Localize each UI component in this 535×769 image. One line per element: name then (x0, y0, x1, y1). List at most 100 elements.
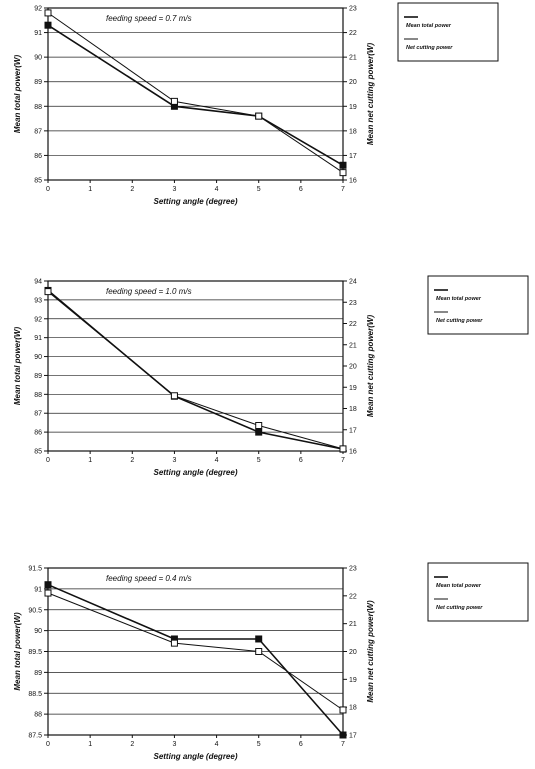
right-tick-label: 17 (349, 733, 357, 740)
legend-label: Net cutting power (436, 605, 483, 611)
x-tick-label: 0 (46, 457, 50, 464)
right-tick-label: 18 (349, 406, 357, 413)
right-tick-label: 19 (349, 385, 357, 392)
left-tick-label: 91.5 (28, 566, 42, 573)
x-tick-label: 4 (215, 741, 219, 748)
right-tick-label: 22 (349, 321, 357, 328)
x-tick-label: 1 (88, 741, 92, 748)
right-tick-label: 19 (349, 104, 357, 111)
x-tick-label: 1 (88, 186, 92, 193)
x-axis-label: Setting angle (degree) (153, 197, 237, 206)
legend-box (427, 562, 529, 622)
y-axis-label-left: Mean total power(W) (13, 55, 22, 134)
x-tick-label: 0 (46, 741, 50, 748)
left-tick-label: 93 (34, 297, 42, 304)
right-tick-label: 21 (349, 342, 357, 349)
right-tick-label: 24 (349, 279, 357, 286)
left-tick-label: 90.5 (28, 607, 42, 614)
left-tick-label: 94 (34, 279, 42, 286)
feeding-speed-annotation: feeding speed = 0.4 m/s (106, 574, 192, 583)
x-tick-label: 2 (130, 457, 134, 464)
x-tick-label: 7 (341, 741, 345, 748)
x-tick-label: 5 (257, 741, 261, 748)
x-tick-label: 4 (215, 186, 219, 193)
right-tick-label: 21 (349, 55, 357, 62)
plot-frame (47, 280, 344, 452)
left-tick-label: 87 (34, 128, 42, 135)
x-tick-label: 1 (88, 457, 92, 464)
x-tick-label: 2 (130, 186, 134, 193)
x-tick-label: 6 (299, 186, 303, 193)
chart-panel-3: 87.58888.58989.59090.59191.5171819202122… (13, 562, 529, 761)
data-point-net-cutting-power (44, 589, 52, 597)
right-tick-label: 16 (349, 178, 357, 185)
feeding-speed-annotation: feeding speed = 1.0 m/s (106, 287, 192, 296)
data-point-net-cutting-power (170, 639, 178, 647)
data-point-mean-total-power (44, 21, 52, 29)
right-tick-label: 19 (349, 677, 357, 684)
right-tick-label: 17 (349, 427, 357, 434)
left-tick-label: 88 (34, 712, 42, 719)
x-tick-label: 2 (130, 741, 134, 748)
data-point-net-cutting-power (44, 9, 52, 17)
right-tick-label: 18 (349, 705, 357, 712)
right-tick-label: 20 (349, 649, 357, 656)
left-tick-label: 90 (34, 55, 42, 62)
x-tick-label: 7 (341, 186, 345, 193)
left-tick-label: 91 (34, 30, 42, 37)
x-tick-label: 6 (299, 457, 303, 464)
series-line-mean-total-power (47, 24, 344, 166)
legend-label: Mean total power (406, 23, 452, 29)
data-point-net-cutting-power (339, 169, 347, 177)
y-axis-label-right: Mean net cutting power(W) (366, 315, 375, 418)
legend: Mean total power Net cutting power (397, 2, 499, 62)
data-point-net-cutting-power (339, 706, 347, 714)
series-line-net-cutting-power (47, 12, 344, 174)
x-axis-label: Setting angle (degree) (153, 468, 237, 477)
legend: Mean total power Net cutting power (427, 275, 529, 335)
legend-box (427, 275, 529, 335)
left-tick-label: 91 (34, 335, 42, 342)
right-tick-label: 17 (349, 153, 357, 160)
data-point-mean-total-power (339, 161, 347, 169)
data-point-net-cutting-power (339, 445, 347, 453)
legend-label: Net cutting power (436, 318, 483, 324)
left-tick-label: 87 (34, 411, 42, 418)
left-tick-label: 87.5 (28, 733, 42, 740)
left-tick-label: 85 (34, 178, 42, 185)
left-tick-label: 85 (34, 449, 42, 456)
right-tick-label: 23 (349, 6, 357, 13)
legend-label: Net cutting power (406, 45, 453, 51)
plot-frame (47, 7, 344, 181)
data-point-net-cutting-power (255, 422, 263, 429)
left-tick-label: 89.5 (28, 649, 42, 656)
right-tick-label: 23 (349, 566, 357, 573)
series-line-net-cutting-power (47, 291, 344, 450)
x-tick-label: 3 (172, 186, 176, 193)
left-tick-label: 89 (34, 670, 42, 677)
data-point-net-cutting-power (44, 288, 52, 296)
left-tick-label: 86 (34, 430, 42, 437)
x-axis-label: Setting angle (degree) (153, 752, 237, 761)
data-point-net-cutting-power (255, 648, 263, 655)
x-tick-label: 6 (299, 741, 303, 748)
left-tick-label: 90 (34, 628, 42, 635)
x-tick-label: 3 (172, 457, 176, 464)
data-point-net-cutting-power (170, 97, 178, 105)
legend-label: Mean total power (436, 583, 482, 589)
left-tick-label: 86 (34, 153, 42, 160)
legend-box (397, 2, 499, 62)
data-point-mean-total-power (255, 635, 263, 643)
right-tick-label: 22 (349, 30, 357, 37)
x-tick-label: 0 (46, 186, 50, 193)
right-tick-label: 20 (349, 364, 357, 371)
right-tick-label: 22 (349, 593, 357, 600)
legend-label: Mean total power (436, 296, 482, 302)
x-tick-label: 5 (257, 457, 261, 464)
x-tick-label: 3 (172, 741, 176, 748)
data-point-mean-total-power (255, 428, 263, 436)
left-tick-label: 88 (34, 392, 42, 399)
legend: Mean total power Net cutting power (427, 562, 529, 622)
